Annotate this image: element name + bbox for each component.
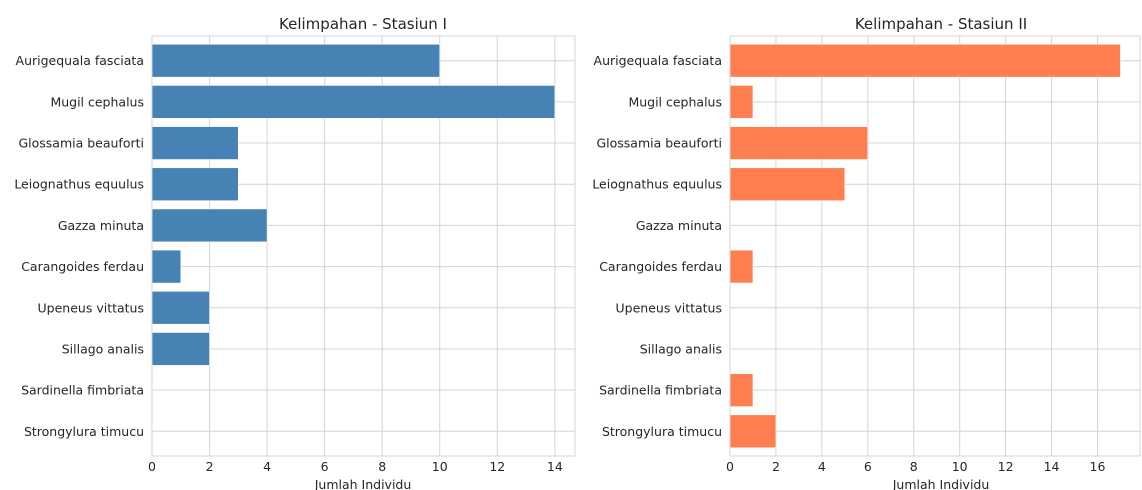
bar [151,85,556,119]
bar [729,85,754,119]
x-tick-label: 14 [1044,459,1060,474]
category-label: Leiognathus equulus [592,177,722,192]
bar [151,290,210,325]
bar [151,126,239,160]
category-label: Leiognathus equulus [14,177,144,192]
category-label: Aurigequala fasciata [594,53,722,68]
plot-frame [729,35,1141,457]
x-tick-label: 2 [206,459,214,474]
category-label: Sillago analis [62,341,144,356]
category-label: Upeneus vittatus [38,300,144,315]
x-tick-label: 10 [952,459,968,474]
chart-title: Kelimpahan - Stasiun I [279,15,447,33]
bar [729,167,846,202]
category-label: Gazza minuta [58,218,144,233]
panel-stasiun-1: Kelimpahan - Stasiun I Jumlah Individu 0… [14,15,576,490]
chart-title: Kelimpahan - Stasiun II [855,15,1027,33]
x-tick-label: 6 [864,459,872,474]
x-tick-label: 12 [489,459,505,474]
category-label: Mugil cephalus [50,94,144,109]
x-tick-label: 2 [772,459,780,474]
category-label: Upeneus vittatus [616,300,722,315]
x-axis-label: Jumlah Individu [892,477,990,490]
x-tick-label: 16 [1090,459,1106,474]
category-label: Sardinella fimbriata [599,383,722,398]
x-tick-label: 6 [321,459,329,474]
x-tick-label: 0 [726,459,734,474]
bar [729,249,754,284]
category-label: Carangoides ferdau [21,259,144,274]
category-label: Glossamia beauforti [18,136,144,151]
bar [151,249,182,284]
x-tick-label: 14 [547,459,563,474]
bar [729,373,754,407]
panel-stasiun-2: Kelimpahan - Stasiun II Jumlah Individu … [592,15,1141,490]
bar [729,414,777,449]
x-tick-label: 0 [148,459,156,474]
x-tick-label: 8 [910,459,918,474]
category-label: Aurigequala fasciata [16,53,144,68]
bar [151,43,441,78]
x-tick-label: 4 [263,459,271,474]
category-label: Mugil cephalus [628,94,722,109]
category-label: Strongylura timucu [24,424,144,439]
category-label: Strongylura timucu [602,424,722,439]
bar [151,208,268,243]
bar [729,43,1121,78]
x-tick-label: 12 [998,459,1014,474]
bar [151,167,239,202]
grid [729,36,1140,456]
x-tick-label: 4 [818,459,826,474]
category-label: Sillago analis [640,341,722,356]
category-label: Gazza minuta [636,218,722,233]
category-label: Glossamia beauforti [596,136,722,151]
category-label: Carangoides ferdau [599,259,722,274]
x-tick-label: 8 [378,459,386,474]
x-tick-label: 10 [432,459,448,474]
plot-frame [151,35,576,457]
category-label: Sardinella fimbriata [21,383,144,398]
x-axis-label: Jumlah Individu [314,477,412,490]
bar [151,332,210,366]
bar [729,126,869,160]
